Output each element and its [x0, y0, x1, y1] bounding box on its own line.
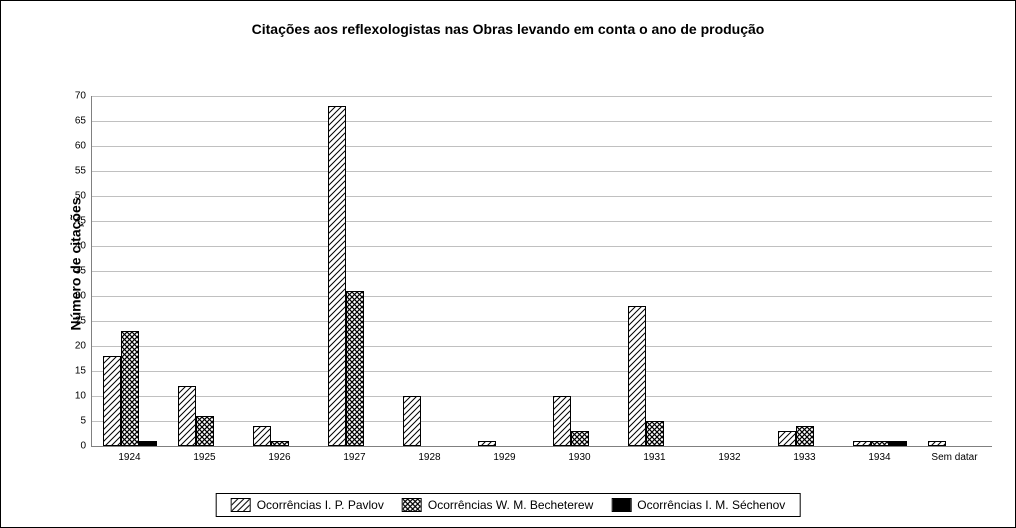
bar: [478, 441, 496, 446]
bar: [103, 356, 121, 446]
gridline: [92, 171, 992, 172]
bar: [889, 441, 907, 446]
y-tick-label: 45: [75, 216, 86, 227]
legend: Ocorrências I. P. Pavlov Ocorrências W. M…: [216, 493, 801, 517]
y-tick-label: 30: [75, 291, 86, 302]
gridline: [92, 296, 992, 297]
y-tick-label: 5: [80, 416, 86, 427]
x-tick-label: 1931: [643, 452, 665, 463]
bar: [871, 441, 889, 446]
bar: [328, 106, 346, 446]
y-tick-label: 25: [75, 316, 86, 327]
y-tick-label: 55: [75, 166, 86, 177]
legend-label: Ocorrências W. M. Becheterew: [428, 498, 593, 512]
y-tick-label: 40: [75, 241, 86, 252]
bar: [553, 396, 571, 446]
bar: [403, 396, 421, 446]
y-tick-label: 35: [75, 266, 86, 277]
legend-swatch: [611, 498, 631, 512]
x-tick-label: 1933: [793, 452, 815, 463]
legend-label: Ocorrências I. P. Pavlov: [257, 498, 384, 512]
bar: [178, 386, 196, 446]
y-tick-label: 70: [75, 91, 86, 102]
gridline: [92, 221, 992, 222]
y-tick-label: 65: [75, 116, 86, 127]
y-tick-label: 60: [75, 141, 86, 152]
bar: [853, 441, 871, 446]
gridline: [92, 346, 992, 347]
chart-title: Citações aos reflexologistas nas Obras l…: [1, 21, 1015, 37]
bar: [139, 441, 157, 446]
plot-area: 0510152025303540455055606570192419251926…: [91, 96, 992, 447]
gridline: [92, 96, 992, 97]
legend-swatch: [402, 498, 422, 512]
chart-container: Citações aos reflexologistas nas Obras l…: [0, 0, 1016, 528]
x-tick-label: 1932: [718, 452, 740, 463]
gridline: [92, 146, 992, 147]
y-tick-label: 50: [75, 191, 86, 202]
x-tick-label: 1930: [568, 452, 590, 463]
gridline: [92, 121, 992, 122]
x-tick-label: 1929: [493, 452, 515, 463]
legend-swatch: [231, 498, 251, 512]
gridline: [92, 196, 992, 197]
x-tick-label: Sem datar: [931, 452, 977, 463]
legend-label: Ocorrências I. M. Séchenov: [637, 498, 785, 512]
legend-item: Ocorrências W. M. Becheterew: [402, 498, 593, 512]
x-tick-label: 1927: [343, 452, 365, 463]
bar: [346, 291, 364, 446]
bar: [796, 426, 814, 446]
gridline: [92, 246, 992, 247]
y-tick-label: 20: [75, 341, 86, 352]
bar: [121, 331, 139, 446]
gridline: [92, 396, 992, 397]
bar: [628, 306, 646, 446]
bar: [646, 421, 664, 446]
gridline: [92, 421, 992, 422]
legend-item: Ocorrências I. M. Séchenov: [611, 498, 785, 512]
x-tick-label: 1924: [118, 452, 140, 463]
x-tick-label: 1925: [193, 452, 215, 463]
bar: [571, 431, 589, 446]
y-tick-label: 0: [80, 441, 86, 452]
bar: [253, 426, 271, 446]
bar: [271, 441, 289, 446]
x-tick-label: 1934: [868, 452, 890, 463]
gridline: [92, 271, 992, 272]
legend-item: Ocorrências I. P. Pavlov: [231, 498, 384, 512]
bar: [928, 441, 946, 446]
y-tick-label: 10: [75, 391, 86, 402]
gridline: [92, 371, 992, 372]
gridline: [92, 321, 992, 322]
x-tick-label: 1926: [268, 452, 290, 463]
bar: [196, 416, 214, 446]
bar: [778, 431, 796, 446]
x-tick-label: 1928: [418, 452, 440, 463]
y-tick-label: 15: [75, 366, 86, 377]
